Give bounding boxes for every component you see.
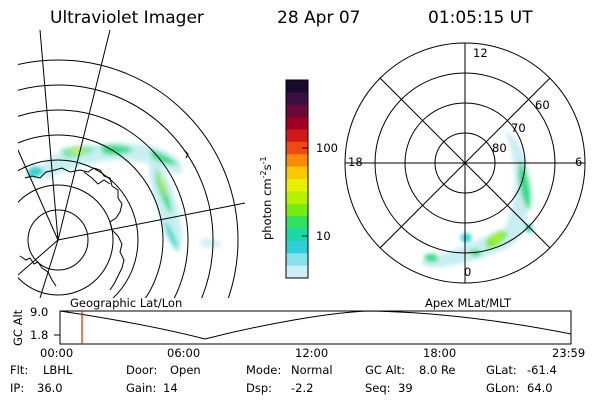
gc-alt-value: 8.0 Re (419, 363, 456, 377)
mode-value: Normal (291, 363, 333, 377)
glon-label: GLon: (486, 381, 520, 395)
colorbar (286, 80, 308, 279)
mlt-label-12: 12 (473, 46, 488, 60)
glat-label: GLat: (486, 363, 517, 377)
colorbar-segment (286, 141, 308, 155)
gc-alt-axis-label: GC Alt (11, 309, 25, 346)
colorbar-segment (286, 191, 308, 205)
gain-label: Gain: (126, 381, 157, 395)
ip-value: 36.0 (37, 381, 63, 395)
colorbar-segment (286, 216, 308, 230)
instrument-title: Ultraviolet Imager (50, 8, 204, 28)
dsp-label: Dsp: (246, 381, 273, 395)
date-label: 28 Apr 07 (277, 8, 361, 28)
gc-alt-label: GC Alt: (365, 363, 406, 377)
x-tick-0600: 06:00 (167, 346, 201, 360)
latitude-circles (18, 59, 239, 298)
polar-mlt-plot (344, 42, 586, 284)
time-label: 01:05:15 UT (428, 8, 533, 28)
lat-label-60: 60 (535, 98, 550, 112)
meridian-lines (18, 30, 246, 298)
colorbar-segment (286, 203, 308, 217)
dsp-value: -2.2 (291, 381, 314, 395)
colorbar-segment (286, 104, 308, 118)
altitude-timeline (54, 310, 572, 345)
colorbar-segment (286, 166, 308, 180)
y-tick-9: 9.0 (30, 305, 49, 319)
mlt-label-6: 6 (575, 155, 583, 169)
colorbar-segment (286, 179, 308, 192)
x-tick-1200: 12:00 (295, 346, 329, 360)
colorbar-segment (286, 80, 308, 93)
door-label: Door: (126, 363, 158, 377)
flt-value: LBHL (43, 363, 73, 377)
colorbar-segment (286, 129, 308, 143)
colorbar-tick-10: 10 (316, 229, 331, 243)
geographic-map (18, 30, 246, 298)
ip-label: IP: (10, 381, 25, 395)
colorbar-segment (286, 117, 308, 131)
mode-label: Mode: (246, 363, 282, 377)
colorbar-units-label: photon cm-2s-1 (259, 156, 274, 240)
colorbar-tick-100: 100 (316, 141, 338, 155)
seq-value: 39 (398, 381, 413, 395)
flt-label: Flt: (10, 363, 29, 377)
y-tick-1-8: 1.8 (30, 328, 49, 342)
colorbar-segment (286, 265, 308, 279)
colorbar-segment (286, 154, 308, 168)
x-tick-2359: 23:59 (552, 346, 586, 360)
gain-value: 14 (163, 381, 178, 395)
glat-value: -61.4 (527, 363, 557, 377)
apex-mlat-mlt-title: Apex MLat/MLT (425, 296, 512, 310)
colorbar-segment (286, 240, 308, 254)
colorbar-segment (286, 92, 308, 106)
x-tick-1800: 18:00 (423, 346, 457, 360)
left-aurora-emission (28, 142, 222, 252)
mlt-label-0: 0 (464, 265, 472, 279)
right-aurora-emission (420, 130, 533, 268)
geographic-lat-lon-title: Geographic Lat/Lon (70, 296, 183, 310)
colorbar-segment (286, 253, 308, 267)
altitude-curve (59, 310, 572, 340)
x-tick-0000: 00:00 (40, 346, 74, 360)
seq-label: Seq: (365, 381, 391, 395)
lat-label-80: 80 (492, 141, 507, 155)
door-value: Open (170, 363, 201, 377)
mlt-label-18: 18 (348, 155, 363, 169)
glon-value: 64.0 (527, 381, 553, 395)
coastline (24, 167, 125, 291)
colorbar-segment (286, 228, 308, 242)
lat-label-70: 70 (511, 121, 526, 135)
